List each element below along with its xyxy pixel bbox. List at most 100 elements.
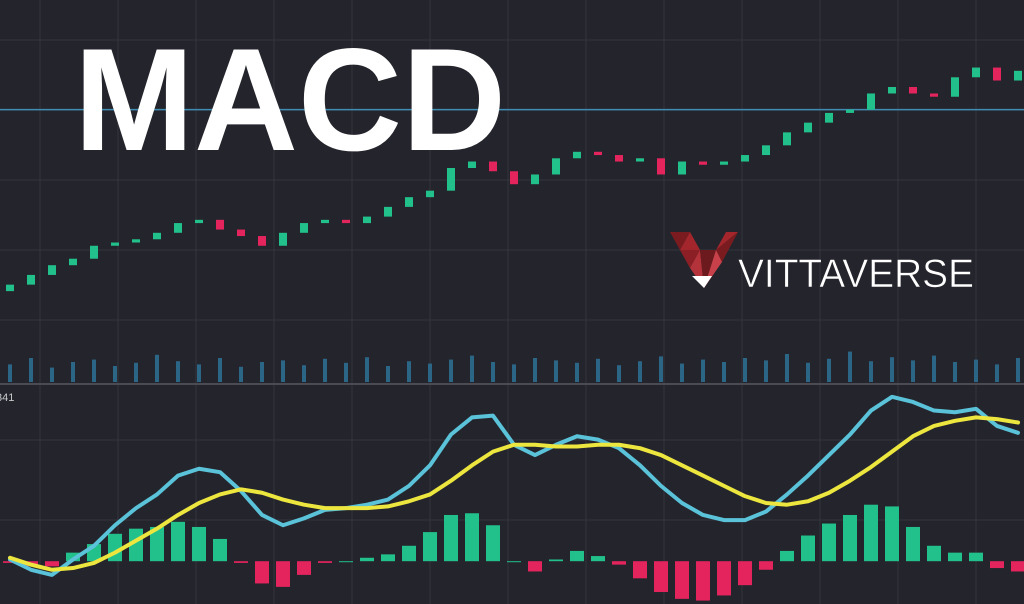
histogram-bar	[885, 506, 899, 562]
histogram-bar	[381, 554, 395, 562]
candle-body	[510, 171, 518, 185]
volume-bar	[113, 366, 117, 382]
volume-bar	[764, 360, 768, 382]
histogram-bar	[465, 513, 479, 562]
logo-text: VITTAVERSE	[738, 252, 974, 296]
candle-body	[69, 258, 77, 266]
macd-label: 341	[0, 392, 14, 404]
histogram-bar	[66, 552, 80, 562]
volume-bar	[386, 366, 390, 382]
candle-body	[615, 155, 623, 162]
candle-body	[342, 219, 350, 224]
candle-body	[636, 158, 644, 162]
candle-body	[1014, 70, 1022, 81]
histogram-bar	[3, 561, 17, 563]
histogram-bar	[780, 550, 794, 562]
candle-body	[594, 151, 602, 156]
volume-bar	[596, 358, 600, 382]
volume-bar	[995, 364, 999, 382]
volume-bar	[932, 355, 936, 382]
candle-body	[531, 174, 539, 185]
candle-body	[426, 190, 434, 198]
macd-line	[8, 415, 1020, 572]
candle-body	[216, 219, 224, 230]
candle-body	[300, 223, 308, 233]
volume-bar	[575, 362, 579, 382]
volume-bar	[848, 351, 852, 382]
candle-body	[909, 87, 917, 94]
volume-bar	[239, 366, 243, 382]
candle-body	[720, 161, 728, 165]
volume-bar	[659, 356, 663, 382]
candle-body	[489, 161, 497, 172]
histogram-bar	[864, 504, 878, 562]
candle-body	[405, 197, 413, 207]
volume-bar	[428, 363, 432, 382]
volume-bar	[491, 362, 495, 382]
histogram-bar	[507, 561, 521, 563]
histogram-bar	[927, 545, 941, 562]
candle-body	[972, 67, 980, 78]
candle-body	[825, 112, 833, 123]
volume-bar	[29, 358, 33, 382]
volume-panel	[8, 351, 1020, 382]
volume-bar	[92, 359, 96, 382]
histogram-bar	[675, 561, 689, 599]
candle-body	[27, 274, 35, 285]
candle-body	[804, 122, 812, 133]
candle-body	[783, 132, 791, 146]
volume-bar	[911, 360, 915, 382]
candle-body	[321, 219, 329, 224]
volume-bar	[1016, 358, 1020, 382]
histogram-bar	[633, 561, 647, 579]
volume-bar	[701, 359, 705, 382]
volume-bar	[743, 358, 747, 382]
histogram-bar	[486, 525, 500, 562]
histogram-bar	[549, 559, 563, 562]
volume-bar	[71, 362, 75, 382]
histogram-bar	[801, 535, 815, 562]
histogram-bar	[717, 561, 731, 596]
candle-body	[132, 239, 140, 243]
volume-bar	[407, 361, 411, 382]
candle-body	[363, 216, 371, 224]
candle-body	[195, 219, 203, 224]
candle-body	[951, 77, 959, 97]
volume-bar	[302, 365, 306, 382]
candle-body	[153, 232, 161, 240]
title: MACD	[74, 18, 506, 181]
histogram-bar	[423, 532, 437, 562]
histogram-bar	[297, 561, 311, 575]
volume-bar	[827, 358, 831, 382]
volume-bar	[512, 364, 516, 382]
candle-body	[237, 229, 245, 237]
macd-panel	[3, 394, 1024, 601]
candle-body	[111, 242, 119, 246]
candle-body	[6, 284, 14, 292]
histogram-bar	[570, 550, 584, 562]
histogram-bar	[234, 561, 248, 563]
volume-bar	[890, 357, 894, 382]
histogram-bar	[990, 561, 1004, 569]
histogram-bar	[738, 561, 752, 586]
histogram-bar	[528, 561, 542, 572]
histogram-bar	[45, 561, 59, 567]
volume-bar	[344, 362, 348, 382]
volume-bar	[638, 361, 642, 382]
histogram-bar	[360, 557, 374, 562]
histogram-bar	[696, 561, 710, 601]
volume-bar	[974, 359, 978, 382]
volume-bar	[953, 362, 957, 382]
histogram-bar	[969, 552, 983, 562]
volume-bar	[176, 361, 180, 382]
candle-body	[552, 158, 560, 175]
candle-body	[279, 232, 287, 246]
logo-icon	[670, 232, 738, 288]
volume-bar	[8, 364, 12, 382]
histogram-bar	[822, 523, 836, 562]
volume-bar	[869, 361, 873, 382]
histogram-bar	[906, 526, 920, 562]
volume-bar	[785, 354, 789, 382]
